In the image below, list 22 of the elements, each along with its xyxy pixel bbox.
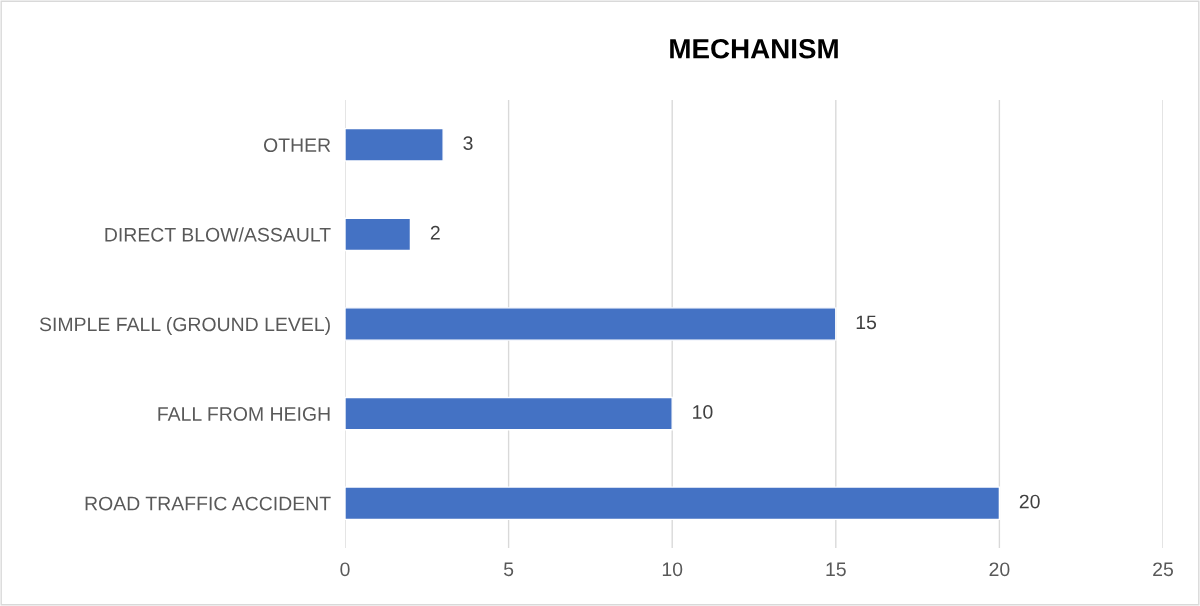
bar — [345, 127, 444, 162]
chart-title: MECHANISM — [670, 38, 838, 59]
bar — [345, 307, 837, 341]
x-tick-label: 25 — [1153, 562, 1173, 577]
data-label: 20 — [1019, 494, 1040, 509]
y-tick-label: FALL FROM HEIGH — [158, 407, 330, 421]
bar — [345, 217, 412, 252]
y-tick-label: OTHER — [263, 138, 331, 153]
data-label: 3 — [463, 136, 473, 151]
data-label: 10 — [693, 405, 713, 419]
y-tick-label: SIMPLE FALL (GROUND LEVEL) — [39, 316, 330, 336]
bar — [345, 486, 1001, 521]
x-tick-label: 20 — [989, 562, 1010, 577]
x-tick-label: 15 — [826, 562, 846, 577]
bar — [345, 396, 673, 431]
x-tick-label: 10 — [662, 562, 683, 577]
x-tick-label: 0 — [340, 562, 350, 577]
y-tick-label: DIRECT BLOW/ASSAULT — [105, 227, 331, 242]
data-label: 2 — [430, 225, 440, 240]
y-tick-label: ROAD TRAFFIC ACCIDENT — [85, 496, 331, 511]
x-tick-label: 5 — [503, 562, 514, 577]
data-label: 15 — [856, 315, 877, 330]
